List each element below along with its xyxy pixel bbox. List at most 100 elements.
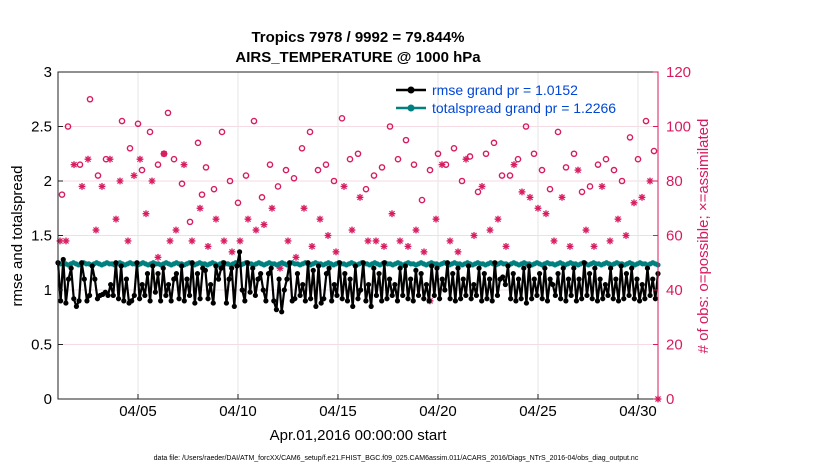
obs-possible-point: [530, 150, 538, 158]
obs-possible-point: [146, 128, 154, 136]
asterisk-stroke: [551, 237, 557, 244]
rmse-point: [508, 296, 514, 302]
rmse-point: [410, 298, 416, 304]
rmse-point: [89, 263, 95, 269]
rmse-point: [202, 267, 208, 273]
obs-assimilated-point: [364, 237, 372, 245]
asterisk-stroke: [333, 248, 339, 255]
rmse-point: [281, 287, 287, 293]
obs-assimilated-point: [292, 253, 300, 261]
rmse-point: [273, 307, 280, 313]
rmse-point: [465, 263, 472, 269]
asterisk-stroke: [155, 254, 161, 261]
obs-possible-point: [126, 144, 134, 152]
obs-possible-point: [354, 150, 362, 158]
obs-assimilated-point: [70, 161, 78, 169]
asterisk-stroke: [269, 205, 275, 212]
rmse-point: [576, 276, 582, 282]
asterisk-stroke: [71, 161, 77, 168]
rmse-point: [318, 300, 324, 306]
asterisk-stroke: [503, 243, 509, 250]
obs-possible-point: [554, 128, 562, 136]
obs-possible-point: [226, 177, 234, 185]
rmse-point: [618, 263, 624, 269]
asterisk-stroke: [535, 205, 541, 212]
rmse-point: [92, 276, 98, 282]
rmse-point: [386, 276, 393, 282]
obs-assimilated-point: [252, 226, 260, 234]
rmse-point: [331, 281, 337, 288]
y-right-tick-label: 40: [666, 282, 683, 299]
asterisk-stroke: [143, 210, 149, 217]
rmse-point: [192, 300, 198, 306]
asterisk-stroke: [357, 194, 363, 201]
asterisk-stroke: [479, 183, 485, 190]
rmse-point: [521, 265, 527, 271]
rmse-point: [502, 281, 508, 288]
rmse-point: [584, 292, 590, 299]
rmse-point: [186, 292, 193, 299]
obs-possible-point: [306, 128, 314, 136]
rmse-point: [150, 263, 156, 269]
asterisk-stroke: [373, 237, 379, 244]
rmse-point: [250, 265, 256, 271]
rmse-point: [163, 292, 169, 299]
obs-assimilated-point: [614, 215, 622, 223]
obs-assimilated-point: [308, 243, 316, 250]
obs-assimilated-point: [188, 237, 196, 245]
rmse-point: [429, 263, 435, 269]
rmse-point: [652, 296, 658, 302]
obs-assimilated-point: [454, 248, 462, 256]
rmse-point: [84, 298, 90, 304]
rmse-point: [589, 296, 595, 302]
rmse-point: [550, 281, 556, 288]
obs-possible-point: [562, 164, 570, 171]
rmse-point: [142, 292, 148, 299]
rmse-point: [421, 296, 427, 302]
rmse-point: [455, 265, 461, 271]
rmse-point: [315, 263, 322, 269]
rmse-point: [179, 263, 185, 269]
rmse-point: [147, 298, 153, 304]
rmse-point: [115, 296, 122, 302]
asterisk-stroke: [591, 243, 597, 250]
rmse-point: [484, 296, 490, 302]
obs-possible-point: [506, 172, 514, 179]
obs-possible-point: [394, 155, 402, 163]
rmse-point: [81, 276, 87, 282]
rmse-point: [650, 276, 656, 282]
rmse-point: [255, 276, 261, 282]
rmse-point: [463, 292, 469, 299]
y-left-tick-label: 2.5: [31, 119, 52, 136]
rmse-point: [539, 296, 545, 302]
y-left-tick-label: 3: [44, 64, 52, 81]
rmse-point: [571, 265, 577, 271]
rmse-point: [347, 276, 353, 282]
rmse-point: [434, 265, 440, 271]
data-layer: [55, 95, 662, 403]
rmse-point: [439, 276, 445, 282]
rmse-point: [171, 276, 177, 282]
asterisk-stroke: [245, 216, 251, 223]
asterisk-stroke: [253, 227, 259, 234]
rmse-point: [460, 276, 466, 282]
rmse-point: [326, 265, 332, 271]
rmse-point: [526, 263, 532, 269]
rmse-point: [518, 296, 524, 302]
rmse-point: [68, 265, 74, 271]
obs-possible-point: [234, 199, 242, 207]
rmse-point: [418, 271, 424, 277]
asterisk-stroke: [439, 161, 445, 168]
x-tick-label: 04/10: [219, 403, 257, 420]
obs-possible-point: [322, 161, 330, 168]
obs-possible-point: [634, 155, 642, 163]
rmse-point: [552, 292, 558, 299]
rmse-point: [310, 267, 316, 273]
rmse-point: [71, 296, 77, 302]
obs-assimilated-point: [388, 210, 396, 218]
rmse-point: [123, 276, 130, 282]
obs-possible-point: [586, 183, 594, 190]
rmse-point: [605, 292, 611, 299]
obs-assimilated-point: [470, 232, 478, 239]
